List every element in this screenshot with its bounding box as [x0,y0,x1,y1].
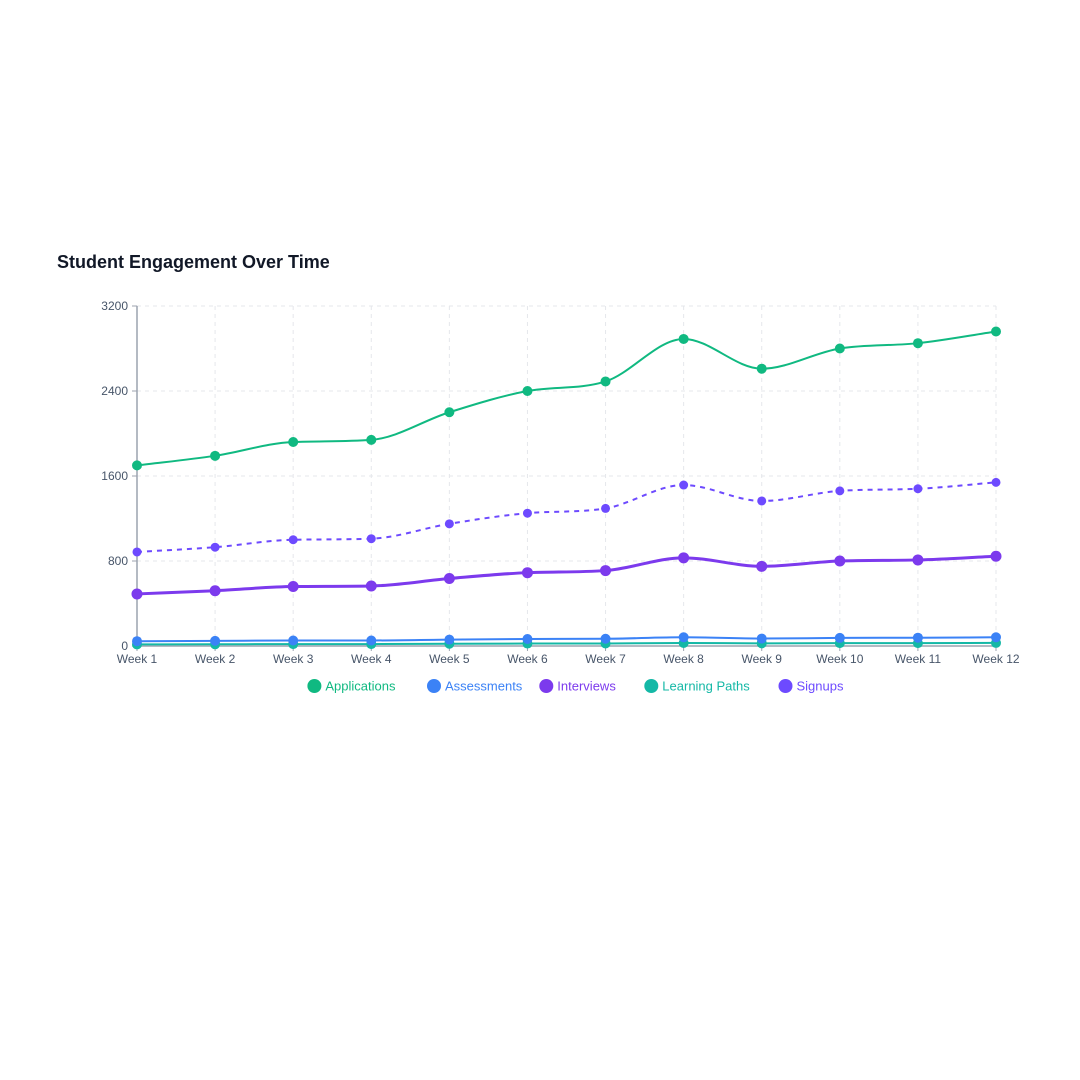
data-point-interviews[interactable] [443,573,455,585]
data-point-assessments[interactable] [522,633,533,644]
y-tick-label: 2400 [101,384,128,398]
data-point-assessments[interactable] [366,635,377,646]
data-point-applications[interactable] [522,386,533,396]
legend-swatch [644,679,659,693]
x-tick-label: Week 11 [895,652,942,666]
data-point-applications[interactable] [756,363,767,374]
data-point-interviews[interactable] [287,581,299,592]
data-point-interviews[interactable] [678,552,690,564]
data-point-assessments[interactable] [756,633,767,644]
x-tick-label: Week 3 [273,652,314,666]
grid [137,305,997,646]
series-applications [132,326,1001,471]
data-point-assessments[interactable] [991,632,1001,643]
y-tick-label: 1600 [101,469,128,483]
legend-label: Assessments [445,679,523,694]
data-point-applications[interactable] [834,343,845,354]
x-tick-label: Week 4 [351,652,392,666]
legend-swatch [307,679,322,693]
legend-label: Learning Paths [662,679,750,694]
legend-item-applications[interactable]: Applications [307,679,396,694]
data-point-applications[interactable] [210,450,221,461]
data-point-assessments[interactable] [210,635,221,646]
data-point-applications[interactable] [288,437,299,447]
series-line-signups [136,481,997,553]
x-tick-label: Week 9 [741,652,782,666]
series-interviews [131,550,1002,600]
data-point-interviews[interactable] [131,588,143,600]
data-point-signups[interactable] [522,508,532,518]
x-tick-label: Week 7 [585,652,626,666]
x-tick-label: Week 2 [195,652,236,666]
data-point-signups[interactable] [913,484,923,494]
legend-label: Interviews [557,679,616,694]
legend-swatch [539,679,554,693]
legend-item-signups[interactable]: Signups [778,679,844,694]
data-point-assessments[interactable] [132,636,142,647]
data-point-signups[interactable] [366,534,376,544]
data-point-applications[interactable] [444,407,455,418]
x-tick-label: Week 5 [429,652,470,666]
legend-label: Signups [797,679,844,694]
data-point-signups[interactable] [288,535,298,545]
data-point-interviews[interactable] [600,565,612,577]
data-point-assessments[interactable] [912,632,923,643]
legend-item-interviews[interactable]: Interviews [539,679,616,694]
series-line-applications [136,330,997,467]
data-point-signups[interactable] [757,496,767,506]
data-point-applications[interactable] [132,460,142,471]
data-point-interviews[interactable] [365,580,377,592]
y-tick-label: 0 [121,639,128,653]
data-point-interviews[interactable] [209,585,221,597]
data-point-interviews[interactable] [521,567,533,579]
data-point-applications[interactable] [991,326,1001,337]
data-point-applications[interactable] [912,338,923,349]
data-point-signups[interactable] [835,486,845,496]
legend-swatch [778,679,793,693]
legend[interactable]: Applications Assessments Interviews Learnin… [307,679,844,694]
x-tick-label: Week 12 [972,652,1019,666]
y-tick-label: 3200 [101,299,128,313]
legend-swatch [427,679,441,693]
data-point-signups[interactable] [991,477,1001,487]
data-point-assessments[interactable] [444,634,455,645]
data-point-assessments[interactable] [834,632,845,643]
legend-label: Applications [325,679,396,694]
x-tick-label: Week 1 [117,652,158,666]
data-point-interviews[interactable] [990,550,1002,562]
series-layer [131,326,1002,650]
data-point-interviews[interactable] [834,555,846,567]
data-point-signups[interactable] [601,503,611,513]
data-point-applications[interactable] [366,434,377,445]
legend-item-learning-paths[interactable]: Learning Paths [644,679,750,694]
data-point-signups[interactable] [679,480,689,490]
series-line-assessments [136,636,997,643]
x-tick-label: Week 10 [816,652,863,666]
series-line-learning-paths [136,641,997,646]
series-line-interviews [136,554,997,596]
y-tick-label: 800 [108,554,128,568]
data-point-signups[interactable] [132,547,142,557]
series-assessments [132,632,1001,647]
series-signups [132,477,1001,557]
data-point-assessments[interactable] [288,635,299,646]
data-point-applications[interactable] [678,333,689,344]
data-point-assessments[interactable] [678,632,689,643]
data-point-signups[interactable] [444,519,454,529]
x-tick-label: Week 8 [663,652,704,666]
legend-item-assessments[interactable]: Assessments [427,679,523,694]
data-point-assessments[interactable] [600,633,611,644]
x-tick-label: Week 6 [507,652,548,666]
data-point-interviews[interactable] [912,554,924,566]
axes: 0 800 1600 2400 3200 Week 1 Week 2 Week 3 Week 4… [101,299,1020,666]
data-point-signups[interactable] [210,542,220,552]
chart-title: Student Engagement Over Time [57,252,330,272]
data-point-applications[interactable] [600,376,611,387]
data-point-interviews[interactable] [756,560,768,572]
